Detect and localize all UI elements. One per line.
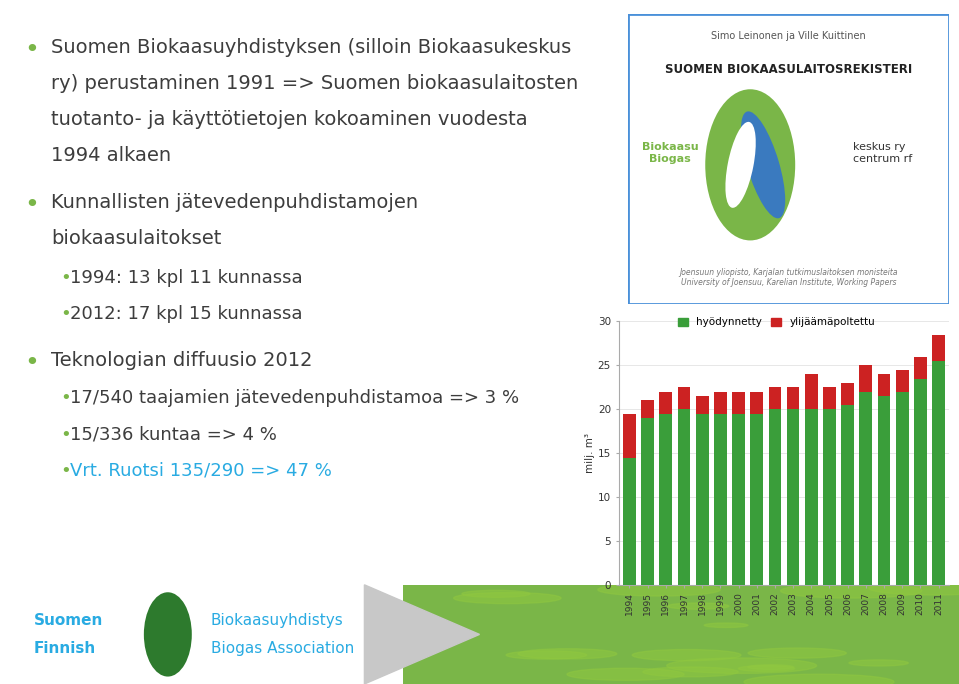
Circle shape	[781, 583, 922, 598]
Bar	[859, 365, 872, 392]
Bar	[678, 387, 690, 409]
Text: Biokaasuyhdistys: Biokaasuyhdistys	[211, 613, 343, 628]
Bar	[696, 414, 709, 585]
Bar	[823, 409, 836, 585]
Bar	[859, 392, 872, 585]
Circle shape	[849, 660, 908, 666]
Text: •: •	[60, 305, 71, 323]
Bar	[642, 418, 654, 585]
Bar	[932, 361, 945, 585]
Bar	[914, 378, 926, 585]
Circle shape	[667, 658, 817, 674]
Text: 15/336 kuntaa => 4 %: 15/336 kuntaa => 4 %	[70, 425, 277, 443]
Text: •: •	[60, 462, 71, 479]
Text: Biogas Association: Biogas Association	[211, 641, 354, 656]
Bar	[732, 392, 745, 414]
Text: •: •	[60, 389, 71, 408]
Bar	[732, 414, 745, 585]
Bar	[896, 392, 908, 585]
Circle shape	[632, 650, 741, 661]
Text: •: •	[60, 425, 71, 443]
Text: 17/540 taajamien jätevedenpuhdistamoa => 3 %: 17/540 taajamien jätevedenpuhdistamoa =>…	[70, 389, 519, 408]
Circle shape	[869, 581, 959, 595]
Bar	[823, 387, 836, 409]
Text: 1994 alkaen: 1994 alkaen	[51, 146, 171, 166]
FancyBboxPatch shape	[628, 14, 949, 304]
Bar	[841, 405, 854, 585]
Circle shape	[506, 651, 587, 659]
Text: Kunnallisten jätevedenpuhdistamojen: Kunnallisten jätevedenpuhdistamojen	[51, 193, 418, 212]
Circle shape	[462, 590, 530, 597]
Circle shape	[567, 668, 684, 681]
Text: biokaasulaitokset: biokaasulaitokset	[51, 229, 222, 248]
Circle shape	[748, 648, 846, 658]
Bar	[750, 392, 763, 414]
Text: •: •	[24, 38, 39, 62]
Circle shape	[744, 674, 894, 684]
Circle shape	[704, 623, 748, 627]
Bar	[623, 458, 636, 585]
Bar	[714, 392, 727, 414]
Circle shape	[643, 667, 738, 677]
Ellipse shape	[741, 111, 785, 218]
Text: Joensuun yliopisto, Karjalan tutkimuslaitoksen monisteita
University of Joensuu,: Joensuun yliopisto, Karjalan tutkimuslai…	[680, 267, 898, 287]
Bar	[678, 409, 690, 585]
Text: Suomen: Suomen	[34, 613, 103, 628]
Bar	[914, 356, 926, 378]
Bar	[660, 392, 672, 414]
Bar	[660, 414, 672, 585]
Bar	[877, 396, 890, 585]
Ellipse shape	[705, 90, 795, 241]
Bar	[768, 387, 782, 409]
Polygon shape	[364, 585, 480, 684]
Circle shape	[667, 603, 729, 609]
Bar	[768, 409, 782, 585]
Bar	[932, 334, 945, 361]
Y-axis label: milj. m³: milj. m³	[585, 433, 595, 473]
Text: Biokaasu
Biogas: Biokaasu Biogas	[642, 142, 698, 164]
Text: ry) perustaminen 1991 => Suomen biokaasulaitosten: ry) perustaminen 1991 => Suomen biokaasu…	[51, 74, 578, 93]
Bar	[642, 401, 654, 418]
Circle shape	[518, 648, 617, 659]
Ellipse shape	[144, 592, 192, 676]
Text: 1994: 13 kpl 11 kunnassa: 1994: 13 kpl 11 kunnassa	[70, 269, 303, 287]
Bar	[623, 414, 636, 458]
Circle shape	[748, 665, 794, 670]
Bar	[805, 409, 818, 585]
Circle shape	[597, 583, 720, 596]
Ellipse shape	[725, 122, 756, 208]
Bar	[786, 409, 800, 585]
Text: Suomen Biokaasuyhdistyksen (silloin Biokaasukeskus: Suomen Biokaasuyhdistyksen (silloin Biok…	[51, 38, 571, 57]
Text: •: •	[24, 193, 39, 217]
Text: SUOMEN BIOKAASULAITOSREKISTERI: SUOMEN BIOKAASULAITOSREKISTERI	[666, 63, 912, 76]
Bar	[896, 370, 908, 392]
Text: •: •	[60, 269, 71, 287]
Bar	[750, 414, 763, 585]
Text: Vrt. Ruotsi 135/290 => 47 %: Vrt. Ruotsi 135/290 => 47 %	[70, 462, 332, 479]
Circle shape	[454, 592, 561, 604]
Text: Teknologian diffuusio 2012: Teknologian diffuusio 2012	[51, 352, 313, 370]
Text: keskus ry
centrum rf: keskus ry centrum rf	[854, 142, 912, 164]
Bar	[841, 383, 854, 405]
Text: Finnish: Finnish	[34, 641, 96, 656]
Text: Simo Leinonen ja Ville Kuittinen: Simo Leinonen ja Ville Kuittinen	[712, 31, 866, 41]
Bar	[805, 374, 818, 409]
Bar	[714, 414, 727, 585]
Bar	[786, 387, 800, 409]
Legend: hyödynnetty, ylijäämäpoltettu: hyödynnetty, ylijäämäpoltettu	[676, 317, 877, 328]
Text: tuotanto- ja käyttötietojen kokoaminen vuodesta: tuotanto- ja käyttötietojen kokoaminen v…	[51, 110, 527, 129]
Text: 2012: 17 kpl 15 kunnassa: 2012: 17 kpl 15 kunnassa	[70, 305, 302, 323]
Bar	[696, 396, 709, 414]
Text: •: •	[24, 352, 39, 376]
Circle shape	[738, 666, 795, 672]
Bar	[877, 374, 890, 396]
